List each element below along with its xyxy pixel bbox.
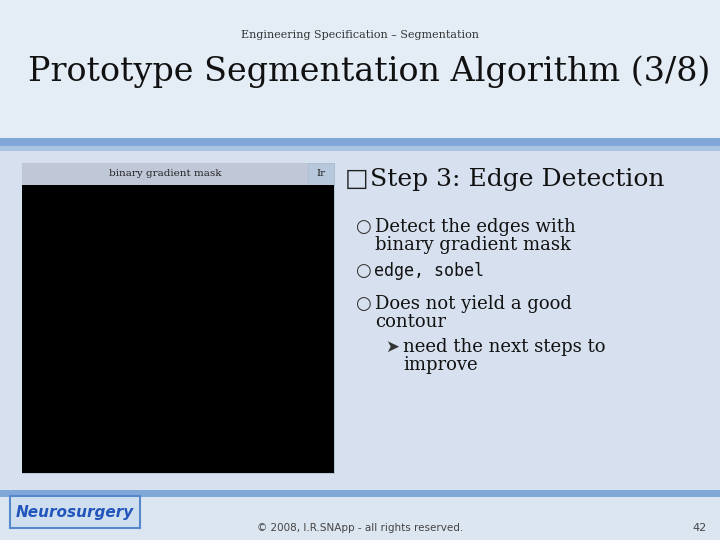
Text: edge, sobel: edge, sobel [374,262,484,280]
Text: binary gradient mask: binary gradient mask [109,170,221,179]
Text: binary gradient mask: binary gradient mask [375,236,571,254]
Text: ○: ○ [355,295,371,313]
Text: ○: ○ [355,262,371,280]
Text: Prototype Segmentation Algorithm (3/8): Prototype Segmentation Algorithm (3/8) [28,55,711,87]
Text: ➤: ➤ [385,338,399,356]
Text: 42: 42 [693,523,707,533]
Text: ○: ○ [355,218,371,236]
Text: Neurosurgery: Neurosurgery [16,504,134,519]
Text: contour: contour [375,313,446,331]
Text: Does not yield a good: Does not yield a good [375,295,572,313]
Text: Ir: Ir [316,170,325,179]
Text: © 2008, I.R.SNApp - all rights reserved.: © 2008, I.R.SNApp - all rights reserved. [257,523,463,533]
Text: Detect the edges with: Detect the edges with [375,218,576,236]
Text: improve: improve [403,356,477,374]
Text: need the next steps to: need the next steps to [403,338,606,356]
Text: Engineering Specification – Segmentation: Engineering Specification – Segmentation [241,30,479,40]
Text: Step 3: Edge Detection: Step 3: Edge Detection [370,168,665,191]
Text: □: □ [345,168,369,191]
